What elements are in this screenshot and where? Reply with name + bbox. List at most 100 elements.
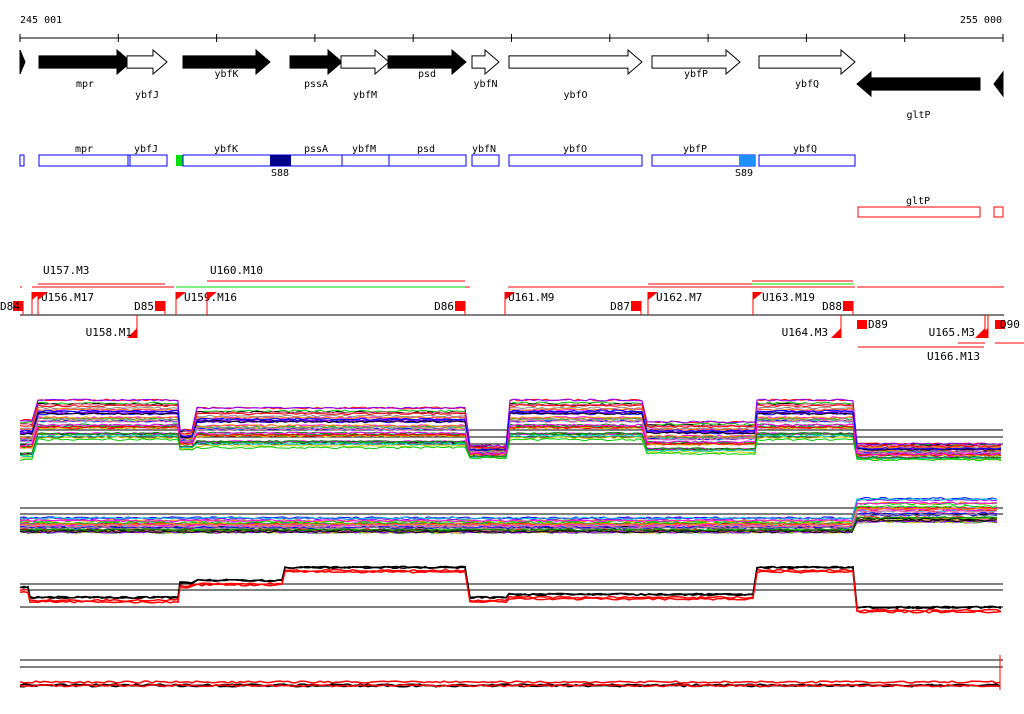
segment-track: mpr ybfJ ybfK pssA ybfM psd ybfN ybfO ybfP ybfQ S8… bbox=[19, 144, 1004, 218]
gene-arrow[interactable] bbox=[651, 48, 741, 76]
segment-label: gltP bbox=[906, 196, 930, 207]
feature-label: D89 bbox=[868, 318, 888, 331]
track1-series bbox=[19, 407, 1002, 451]
feature-label: U158.M1 bbox=[86, 326, 132, 339]
track1-series bbox=[19, 423, 1002, 456]
track2-series bbox=[19, 516, 998, 532]
feature-label: U161.M9 bbox=[508, 291, 554, 304]
track1-series bbox=[19, 409, 1002, 451]
segment-box[interactable] bbox=[758, 154, 856, 167]
feature-label: U163.M19 bbox=[762, 291, 815, 304]
gene-arrow[interactable] bbox=[387, 48, 467, 76]
segment-label: ybfJ bbox=[134, 144, 158, 155]
gene-arrow[interactable] bbox=[993, 70, 1004, 98]
segment-box[interactable] bbox=[182, 154, 343, 167]
segment-start-marker bbox=[176, 155, 183, 166]
gene-arrow[interactable] bbox=[126, 48, 168, 76]
feature-label: U162.M7 bbox=[656, 291, 702, 304]
track2-series bbox=[19, 504, 998, 525]
feature-flag[interactable] bbox=[38, 292, 48, 300]
track2-series bbox=[19, 512, 997, 529]
feature-label: D90 bbox=[1000, 318, 1020, 331]
feature-label: U160.M10 bbox=[210, 264, 263, 277]
track1-series bbox=[19, 431, 1002, 459]
track1-series bbox=[19, 417, 1002, 454]
gene-label: psd bbox=[418, 69, 436, 80]
feature-flag[interactable] bbox=[455, 301, 465, 311]
segment-label: psd bbox=[417, 144, 435, 155]
gene-label: ybfM bbox=[353, 90, 377, 101]
segment-box[interactable] bbox=[508, 154, 643, 167]
gene-arrow[interactable] bbox=[508, 48, 643, 76]
track2-series bbox=[19, 501, 998, 523]
feature-flag[interactable] bbox=[631, 301, 641, 311]
gene-arrow[interactable] bbox=[856, 70, 981, 98]
gene-label: pssA bbox=[304, 79, 328, 90]
track2-series bbox=[19, 496, 998, 520]
segment-label: ybfO bbox=[563, 144, 587, 155]
feature-flag[interactable] bbox=[978, 328, 988, 338]
feature-flag[interactable] bbox=[648, 292, 658, 300]
segment-box[interactable] bbox=[341, 154, 390, 167]
track2-series bbox=[19, 497, 998, 520]
track2-series bbox=[19, 506, 998, 526]
feature-flag[interactable] bbox=[176, 292, 186, 300]
feature-flag[interactable] bbox=[995, 320, 1005, 329]
segment-label: ybfP bbox=[683, 144, 707, 155]
segment-label: ybfQ bbox=[793, 144, 817, 155]
track1-series bbox=[19, 425, 1002, 457]
track4-series bbox=[19, 683, 1001, 688]
feature-label: U159.M16 bbox=[184, 291, 237, 304]
track2-series bbox=[19, 513, 998, 530]
segment-box[interactable] bbox=[19, 154, 25, 167]
feature-track: D84 U156.M17 U157.M3 D85 U159.M16 U160.M10 D86… bbox=[0, 264, 1024, 363]
gene-track: mpr ybfJ ybfK pssA ybfM psd ybfN ybfO ybfP ybfQ gl… bbox=[19, 48, 1004, 121]
gene-label: ybfO bbox=[563, 90, 587, 101]
track2-series bbox=[19, 507, 998, 526]
segment-box[interactable] bbox=[388, 154, 467, 167]
ruler-start-label: 245 001 bbox=[20, 15, 62, 26]
gene-arrow[interactable] bbox=[289, 48, 343, 76]
track3-series bbox=[19, 565, 1002, 610]
segment-box-reverse[interactable] bbox=[993, 206, 1004, 218]
feature-flag[interactable] bbox=[13, 301, 23, 311]
gene-label: ybfQ bbox=[795, 79, 819, 90]
track1-series bbox=[19, 412, 1002, 452]
gene-label: ybfJ bbox=[135, 90, 159, 101]
feature-flag[interactable] bbox=[207, 292, 217, 300]
feature-flag[interactable] bbox=[127, 328, 137, 338]
feature-label: D85 bbox=[134, 300, 154, 313]
feature-label: D87 bbox=[610, 300, 630, 313]
segment-label: ybfN bbox=[472, 144, 496, 155]
feature-flag[interactable] bbox=[155, 301, 165, 311]
gene-arrow[interactable] bbox=[19, 49, 26, 75]
feature-label: U157.M3 bbox=[43, 264, 89, 277]
feature-label: U164.M3 bbox=[782, 326, 828, 339]
segment-marker[interactable] bbox=[270, 155, 291, 166]
segment-label: pssA bbox=[304, 144, 328, 155]
segment-box[interactable] bbox=[129, 154, 168, 167]
ruler: 245 001 255 000 bbox=[19, 15, 1004, 42]
gene-label: ybfK bbox=[214, 69, 238, 80]
gene-arrow[interactable] bbox=[38, 48, 132, 76]
track2-series bbox=[19, 506, 998, 526]
track1-series bbox=[19, 419, 1002, 454]
segment-box-reverse[interactable] bbox=[857, 206, 981, 218]
feature-flag[interactable] bbox=[857, 320, 867, 329]
track1-series bbox=[19, 434, 1002, 460]
gene-arrow[interactable] bbox=[471, 48, 500, 76]
segment-marker[interactable] bbox=[739, 155, 755, 166]
gene-arrow[interactable] bbox=[182, 48, 271, 76]
track1-series bbox=[19, 403, 1002, 449]
track3-series bbox=[19, 570, 1002, 614]
feature-label: D88 bbox=[822, 300, 842, 313]
segment-box[interactable] bbox=[38, 154, 132, 167]
feature-flag[interactable] bbox=[753, 292, 763, 300]
feature-flag[interactable] bbox=[831, 328, 841, 338]
segment-box[interactable] bbox=[471, 154, 500, 167]
feature-flag[interactable] bbox=[505, 292, 515, 300]
gene-arrow[interactable] bbox=[340, 48, 390, 76]
gene-arrow[interactable] bbox=[758, 48, 856, 76]
segment-label: mpr bbox=[75, 144, 93, 155]
feature-flag[interactable] bbox=[843, 301, 853, 311]
